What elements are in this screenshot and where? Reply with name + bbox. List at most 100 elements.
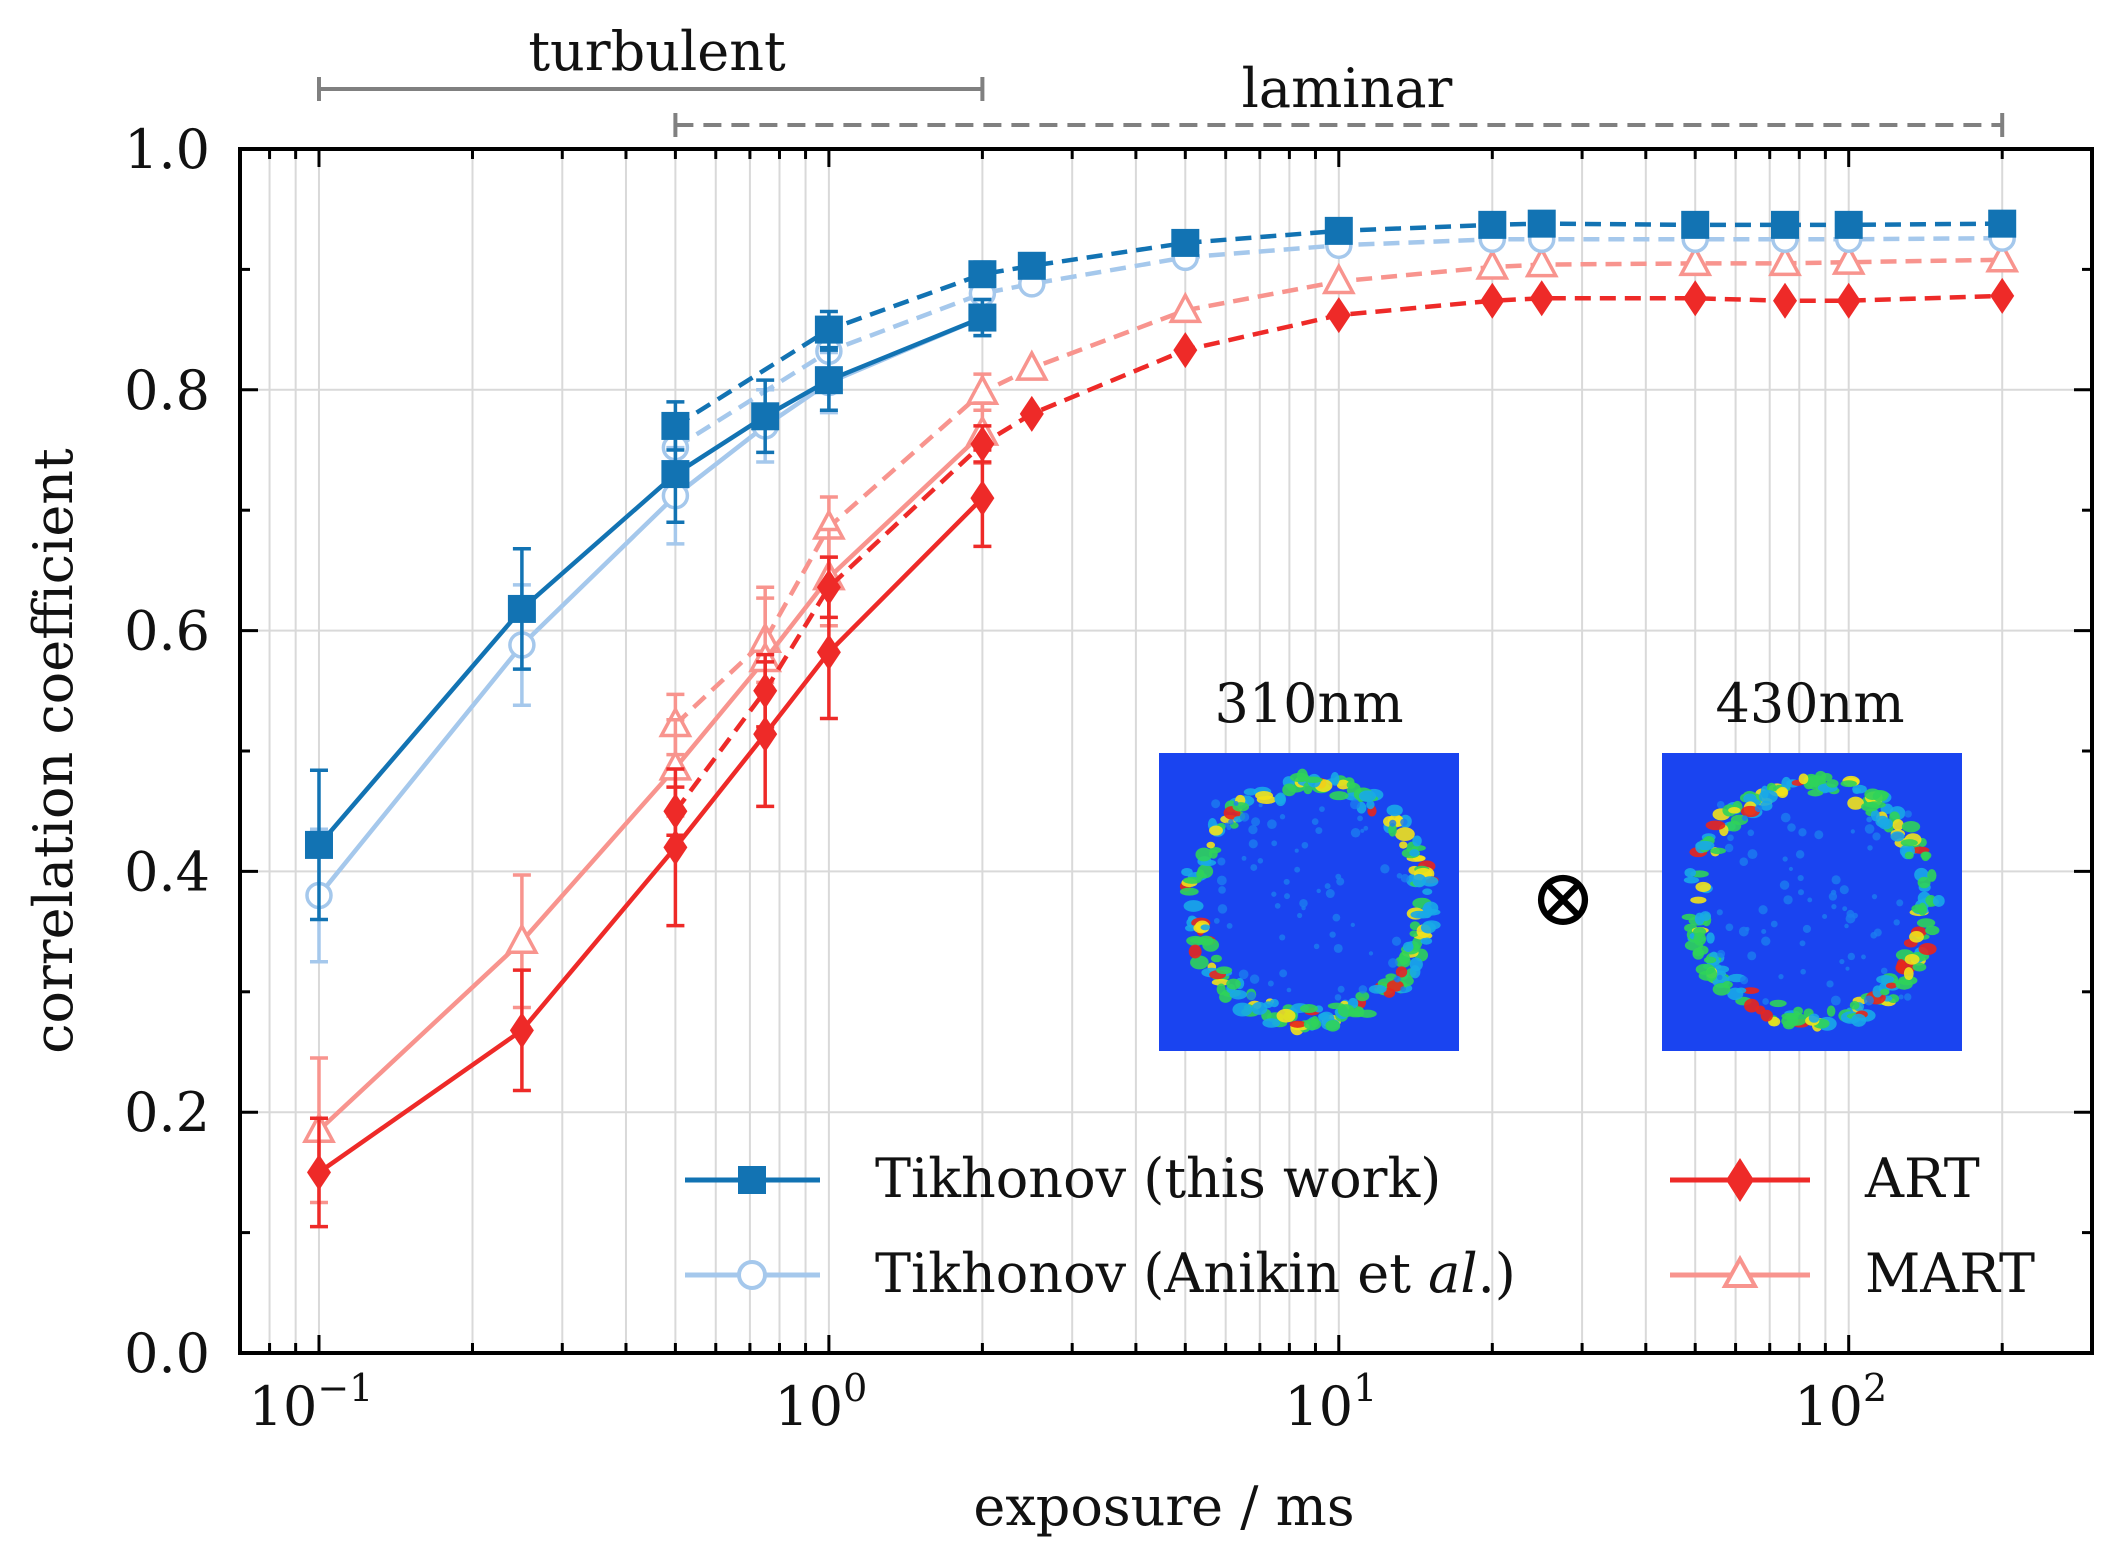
ring-speckle [1357,815,1363,822]
ring-speckle [1781,1014,1799,1028]
data-point [1478,210,1507,239]
ring-speckle [1360,828,1365,833]
ring-speckle [1196,869,1205,880]
ring-speckle [1769,999,1787,1008]
ring-speckle [1289,772,1310,783]
ring-speckle [1188,944,1202,959]
ring-speckle [1761,936,1771,946]
ring-speckle [1798,828,1807,837]
ring-speckle [1262,1018,1281,1028]
data-point [1771,210,1800,239]
ring-speckle [1693,932,1707,946]
ring-speckle [1742,987,1760,994]
ring-speckle [1747,951,1757,961]
ring-speckle [1716,800,1725,809]
ring-speckle [1297,912,1303,919]
ring-speckle [1350,922,1355,928]
ring-speckle [1200,924,1211,931]
ring-speckle [1872,985,1883,998]
ring-speckle [1808,1013,1820,1023]
ring-speckle [1690,896,1707,904]
data-point [1014,349,1049,381]
x-tick-label: 10−1 [249,1366,374,1438]
ring-speckle [1386,804,1403,817]
ring-speckle [1289,1020,1306,1028]
ring-speckle [1267,980,1274,987]
ring-speckle [1788,866,1794,871]
data-point [1836,282,1861,319]
data-point [1017,251,1046,280]
ring-speckle [1249,974,1260,984]
ring-speckle [1250,864,1258,871]
ring-speckle [1216,983,1226,996]
ring-speckle [1895,979,1913,990]
ring-speckle [1845,966,1850,971]
ring-speckle [1807,789,1824,797]
ring-speckle [1807,897,1813,903]
ring-speckle [1866,816,1873,823]
regime-label-laminar: laminar [1242,57,1453,120]
ring-speckle [1744,998,1760,1013]
data-point [1324,216,1353,245]
ring-speckle [1226,978,1241,990]
ring-speckle [1183,900,1204,912]
data-point [1683,280,1708,317]
ring-speckle [1778,973,1784,980]
ring-speckle [1912,962,1927,972]
y-tick-label: 0.6 [124,600,210,663]
ring-speckle [1920,851,1932,860]
ring-speckle [1396,873,1403,879]
ring-speckle [1279,969,1288,978]
legend-entry-art: ART [1670,1147,1980,1210]
ring-speckle [1787,823,1796,832]
ring-speckle [1918,942,1937,956]
regime-brackets [316,77,2005,137]
ring-speckle [1779,880,1790,890]
ring-speckle [1717,974,1723,981]
ring-speckle [1336,779,1350,790]
data-point [1529,280,1554,317]
ring-speckle [1898,994,1904,1000]
ring-speckle [1316,888,1321,894]
data-point [814,366,843,395]
ring-speckle [1224,822,1230,827]
ring-speckle [1872,832,1881,841]
ring-speckle [1391,936,1402,946]
ring-speckle [1705,967,1718,982]
ring-speckle [1226,922,1233,929]
ring-speckle [1216,875,1227,886]
ring-speckle [1932,895,1945,907]
ring-speckle [1716,909,1723,916]
ring-speckle [1422,888,1433,895]
ring-speckle [1900,839,1918,847]
ring-speckle [1892,819,1904,831]
ring-speckle [1332,913,1341,922]
ring-speckle [1852,784,1867,794]
ring-speckle [1388,958,1398,968]
ring-speckle [1847,796,1864,810]
ring-speckle [1409,957,1423,972]
x-tick-label: 101 [1284,1366,1377,1438]
ring-speckle [1325,1020,1341,1032]
ring-speckle [1251,817,1261,827]
ring-speckle [1795,850,1805,859]
ring-speckle [1826,779,1839,788]
ring-speckle [1903,967,1914,981]
data-point [751,402,780,431]
ring-speckle [1696,945,1709,955]
ring-speckle [1710,847,1727,855]
ring-speckle [1867,845,1873,851]
data-point [1475,248,1510,280]
ring-speckle [1728,807,1741,814]
ring-speckle [1695,840,1715,851]
ring-speckle [1329,791,1349,801]
inset-image-right [1662,753,1962,1051]
legend-entry-tikhonov-this-work: Tikhonov (this work) [685,1147,1441,1210]
ring-speckle [1243,788,1258,796]
ring-speckle [1380,864,1390,874]
ring-speckle [1880,988,1890,996]
ring-speckle [1849,1001,1860,1010]
data-point [1678,244,1713,277]
ring-speckle [1241,855,1247,861]
ring-speckle [1232,1002,1253,1017]
